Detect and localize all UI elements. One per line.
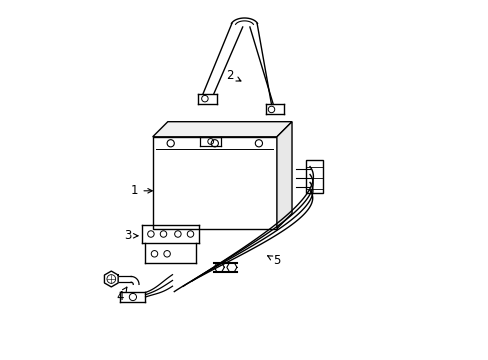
Text: 4: 4 — [116, 287, 126, 303]
Polygon shape — [152, 122, 291, 137]
Polygon shape — [276, 122, 291, 229]
Text: 5: 5 — [267, 255, 280, 267]
Text: 3: 3 — [123, 229, 138, 242]
Text: 2: 2 — [226, 69, 241, 82]
Text: 1: 1 — [131, 184, 152, 197]
Bar — [152, 137, 276, 229]
Bar — [306, 160, 322, 193]
